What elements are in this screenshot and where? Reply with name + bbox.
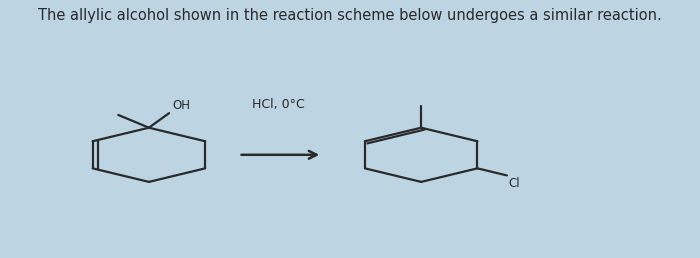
Text: HCl, 0°C: HCl, 0°C bbox=[253, 98, 305, 111]
Text: Cl: Cl bbox=[508, 177, 520, 190]
Text: The allylic alcohol shown in the reaction scheme below undergoes a similar react: The allylic alcohol shown in the reactio… bbox=[38, 8, 662, 23]
Text: OH: OH bbox=[172, 99, 190, 112]
